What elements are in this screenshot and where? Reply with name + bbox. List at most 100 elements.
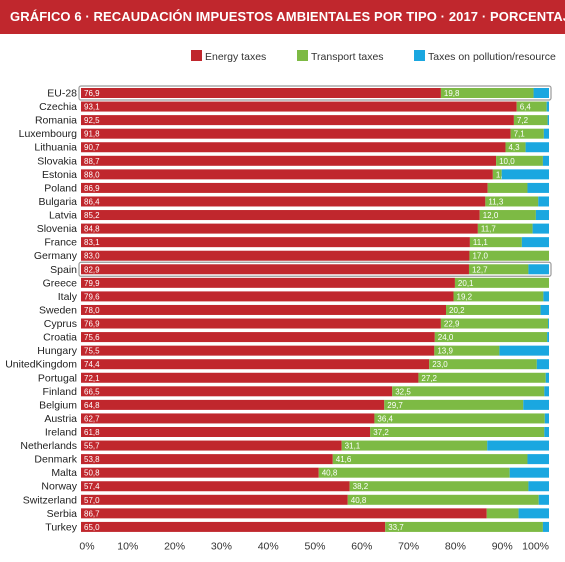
category-label: Germany: [34, 250, 78, 262]
data-label-energy: 57,0: [84, 496, 100, 505]
bar-segment-pollution: [521, 237, 549, 248]
category-label: Romania: [35, 115, 77, 127]
highlight-frame: [78, 261, 552, 277]
bar-segment-energy: [81, 291, 454, 302]
x-tick-label: 20%: [164, 540, 185, 552]
bar-segment-pollution: [545, 372, 549, 383]
data-label-energy: 76,9: [84, 320, 100, 329]
data-label-transport: 4,3: [508, 143, 520, 152]
category-label: Portugal: [38, 372, 77, 384]
bar-segment-energy: [81, 427, 371, 437]
bar-segment-transport: [487, 182, 528, 193]
data-label-transport: 24,0: [438, 333, 454, 342]
data-label-transport: 17,0: [472, 252, 488, 261]
bar-row: Bulgaria 86,4 11,3: [38, 196, 549, 208]
category-label: Latvia: [49, 210, 77, 222]
category-label: Slovakia: [37, 155, 77, 167]
bar-row: Poland 86,9: [44, 182, 549, 194]
bar-segment-energy: [81, 142, 506, 153]
bar-segment-transport: [477, 223, 533, 234]
bar-row: Serbia 86,7: [47, 508, 549, 520]
data-label-transport: 19,8: [444, 89, 460, 98]
bar-segment-pollution: [536, 359, 549, 370]
bar-segment-pollution: [547, 115, 549, 126]
chart-header: GRÁFICO 6 · RECAUDACIÓN IMPUESTOS AMBIEN…: [0, 0, 565, 34]
data-label-transport: 6,4: [520, 103, 532, 112]
bar-row: Belgium 64,8 29,7: [39, 399, 549, 411]
bar-segment-pollution: [527, 182, 549, 193]
bar-segment-energy: [81, 332, 435, 343]
data-label-energy: 75,5: [84, 347, 100, 356]
bar-segment-transport: [385, 521, 543, 532]
data-label-transport: 33,7: [388, 523, 404, 532]
data-label-energy: 65,0: [84, 523, 100, 532]
bar-segment-energy: [81, 372, 419, 383]
bar-segment-transport: [513, 115, 548, 126]
bar-segment-transport: [454, 277, 549, 288]
bar-segment-energy: [81, 318, 441, 329]
bar-row: Portugal 72,1 27,2: [38, 372, 549, 384]
bar-segment-energy: [81, 454, 333, 465]
data-label-energy: 53,8: [84, 455, 100, 464]
bar-row: Spain 82,9 12,7: [50, 261, 552, 277]
category-label: Serbia: [47, 508, 78, 520]
bar-row: Croatia 75,6 24,0: [43, 332, 549, 344]
bar-row: Switzerland 57,0 40,8: [23, 494, 549, 506]
x-tick-label: 80%: [445, 540, 466, 552]
bar-segment-transport: [349, 481, 529, 492]
category-label: Greece: [43, 277, 78, 289]
bar-segment-transport: [332, 454, 528, 465]
bar-segment-energy: [81, 440, 342, 451]
data-label-transport: 12,7: [472, 265, 488, 274]
data-label-energy: 64,8: [84, 401, 100, 410]
x-tick-label: 50%: [304, 540, 325, 552]
category-label: Luxembourg: [19, 128, 78, 140]
bar-segment-energy: [81, 101, 517, 112]
bar-segment-transport: [374, 413, 545, 424]
bar-segment-transport: [479, 210, 536, 221]
category-label: Spain: [50, 264, 77, 276]
legend-swatch-pollution: [414, 50, 425, 61]
data-label-transport: 31,1: [345, 442, 361, 451]
legend: Energy taxes Transport taxes Taxes on poll…: [191, 50, 556, 63]
bar-segment-pollution: [547, 332, 549, 343]
category-label: Czechia: [39, 101, 77, 113]
data-label-transport: 27,2: [421, 374, 437, 383]
highlight-frame: [78, 85, 552, 101]
bar-segment-transport: [370, 427, 545, 437]
bar-segment-transport: [469, 237, 522, 248]
bar-segment-pollution: [525, 142, 549, 153]
data-label-transport: 40,8: [351, 496, 367, 505]
bar-segment-transport: [485, 196, 539, 207]
data-label-energy: 55,7: [84, 442, 100, 451]
data-label-energy: 85,2: [84, 211, 100, 220]
data-label-energy: 82,9: [84, 265, 100, 274]
bar-row: Cyprus 76,9 22,9: [44, 318, 549, 330]
data-label-energy: 79,6: [84, 292, 100, 301]
bar-segment-energy: [81, 413, 375, 424]
data-label-energy: 88,0: [84, 170, 100, 179]
category-label: Denmark: [34, 454, 77, 466]
data-label-transport: 22,9: [444, 320, 460, 329]
data-label-transport: 11,7: [481, 225, 497, 234]
x-tick-label: 90%: [492, 540, 513, 552]
data-label-transport: 36,4: [377, 414, 393, 423]
legend-swatch-energy: [191, 50, 202, 61]
bar-segment-pollution: [501, 169, 549, 180]
category-label: Turkey: [45, 521, 77, 533]
category-label: Malta: [51, 467, 77, 479]
category-label: Croatia: [43, 332, 77, 344]
bar-segment-pollution: [538, 494, 549, 505]
bar-segment-energy: [81, 196, 486, 207]
category-label: Estonia: [42, 169, 77, 181]
bar-segment-energy: [81, 304, 447, 315]
data-label-transport: 20,2: [449, 306, 465, 315]
data-label-energy: 92,5: [84, 116, 100, 125]
bar-row: Finland 66,5 32,5: [43, 386, 549, 398]
category-label: Slovenia: [37, 223, 77, 235]
bar-row: Turkey 65,0 33,7: [45, 521, 549, 533]
category-label: Ireland: [45, 427, 77, 439]
bar-segment-pollution: [544, 386, 549, 397]
data-label-transport: 40,8: [322, 469, 338, 478]
x-tick-label: 30%: [211, 540, 232, 552]
